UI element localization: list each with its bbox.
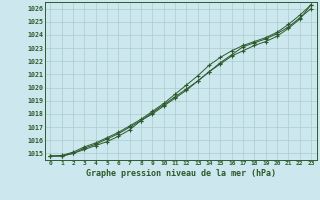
X-axis label: Graphe pression niveau de la mer (hPa): Graphe pression niveau de la mer (hPa) [86,169,276,178]
